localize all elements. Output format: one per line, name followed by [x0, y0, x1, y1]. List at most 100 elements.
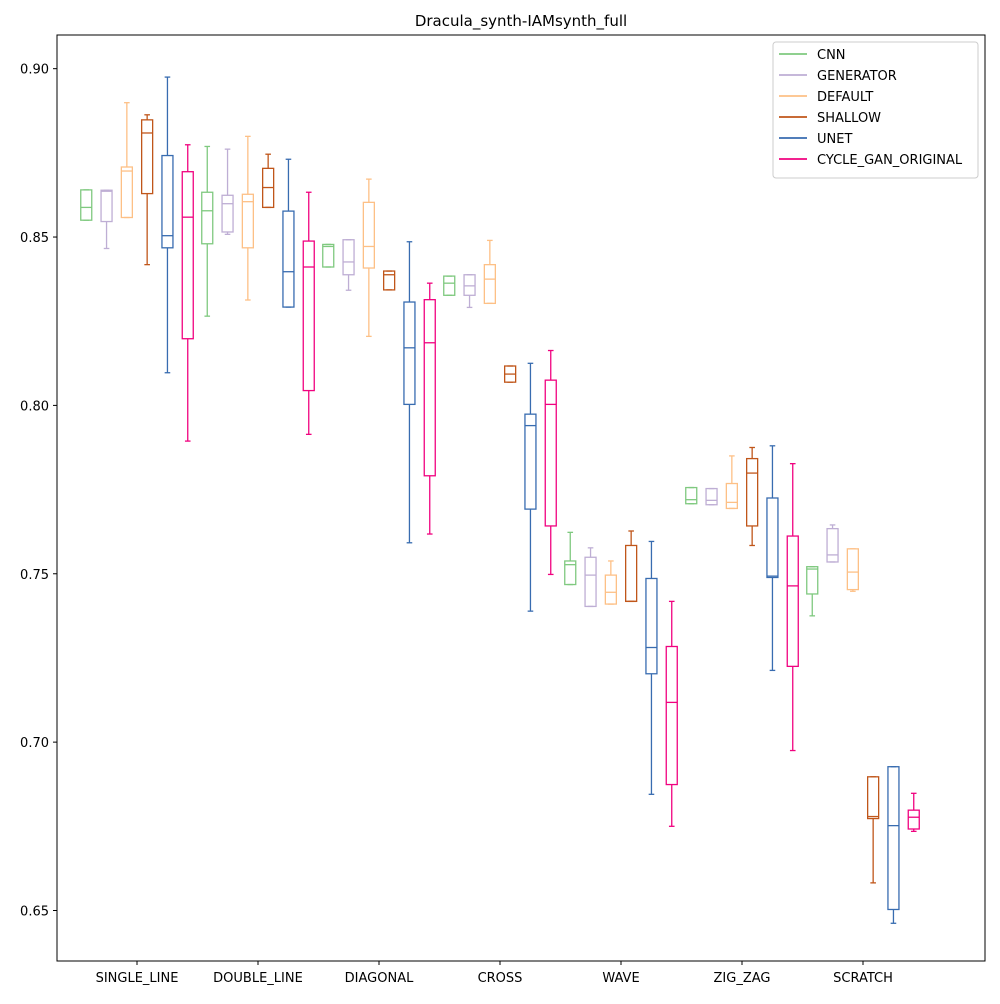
box-iqr: [665, 645, 678, 786]
y-tick-label: 0.90: [20, 63, 49, 78]
box-cycle_gan_original-single_line: [181, 144, 194, 442]
box-cycle_gan_original-double_line: [302, 191, 315, 436]
box-unet-diagonal: [403, 241, 416, 544]
box-iqr: [846, 548, 859, 591]
box-default-single_line: [120, 102, 133, 219]
box-cnn-zig_zag: [685, 486, 698, 505]
box-unet-wave: [645, 540, 658, 795]
x-tick-label: SINGLE_LINE: [96, 971, 179, 986]
box-iqr: [564, 560, 577, 586]
box-iqr: [382, 270, 396, 291]
legend-item-unet: UNET: [779, 132, 852, 147]
box-iqr: [826, 527, 839, 563]
legend-label: DEFAULT: [817, 90, 873, 105]
box-iqr: [322, 243, 335, 268]
box-shallow-scratch: [867, 776, 880, 884]
chart-title: Dracula_synth-IAMsynth_full: [415, 12, 627, 31]
box-unet-double_line: [282, 158, 295, 308]
box-iqr: [241, 193, 255, 249]
box-iqr: [201, 191, 214, 245]
legend: CNN GENERATOR DEFAULT SHALLOW UNET CYCLE_GAN_…: [772, 41, 979, 179]
box-iqr: [282, 210, 295, 308]
box-iqr: [705, 487, 718, 506]
box-iqr: [584, 556, 597, 608]
plot-frame: [56, 34, 986, 962]
legend-frame: [772, 41, 979, 179]
box-iqr: [403, 301, 416, 406]
box-cnn-double_line: [201, 145, 214, 317]
box-shallow-diagonal: [382, 270, 396, 291]
legend-item-default: DEFAULT: [779, 90, 873, 105]
legend-item-cycle_gan_original: CYCLE_GAN_ORIGINAL: [779, 153, 963, 168]
box-iqr: [443, 275, 456, 296]
box-iqr: [221, 194, 234, 233]
box-generator-zig_zag: [705, 487, 718, 506]
box-iqr: [80, 189, 93, 221]
box-iqr: [645, 577, 658, 675]
box-iqr: [806, 566, 819, 595]
box-iqr: [302, 240, 315, 392]
box-shallow-single_line: [140, 114, 154, 266]
box-generator-diagonal: [342, 239, 355, 291]
box-unet-single_line: [161, 76, 174, 374]
box-cnn-single_line: [80, 189, 93, 221]
box-default-zig_zag: [725, 455, 738, 510]
box-iqr: [604, 574, 617, 605]
box-unet-zig_zag: [766, 445, 779, 672]
box-iqr: [544, 379, 557, 527]
box-iqr: [181, 171, 194, 340]
box-iqr: [483, 263, 497, 305]
box-iqr: [100, 189, 113, 223]
box-default-double_line: [241, 135, 255, 301]
box-generator-cross: [463, 274, 476, 309]
legend-label: SHALLOW: [817, 111, 881, 126]
box-cnn-diagonal: [322, 243, 335, 268]
x-tick-label: DIAGONAL: [345, 971, 414, 986]
x-tick-label: DOUBLE_LINE: [213, 971, 303, 986]
box-default-diagonal: [362, 178, 376, 338]
box-iqr: [766, 497, 779, 579]
legend-item-generator: GENERATOR: [779, 69, 897, 84]
box-iqr: [887, 766, 900, 911]
box-default-wave: [604, 560, 617, 605]
box-iqr: [423, 299, 436, 477]
box-iqr: [746, 457, 759, 527]
y-tick-label: 0.65: [20, 904, 49, 919]
box-generator-double_line: [221, 148, 234, 235]
x-tick-label: CROSS: [478, 971, 523, 986]
box-unet-cross: [524, 362, 537, 612]
box-shallow-double_line: [261, 153, 275, 209]
box-shallow-zig_zag: [746, 446, 759, 547]
box-iqr: [786, 535, 799, 668]
box-iqr: [524, 413, 537, 510]
box-iqr: [867, 776, 880, 820]
box-cycle_gan_original-zig_zag: [786, 463, 799, 752]
legend-item-cnn: CNN: [779, 48, 846, 63]
box-shallow-cross: [503, 365, 517, 383]
box-generator-single_line: [100, 189, 113, 250]
box-iqr: [463, 274, 476, 296]
axes-layer: 0.65 0.70 0.75 0.80 0.85 0.90 SINGLE_LINE DOUBL…: [20, 34, 986, 986]
legend-label: CNN: [817, 48, 846, 63]
box-shallow-wave: [625, 530, 638, 603]
box-iqr: [140, 119, 154, 195]
box-iqr: [725, 482, 738, 510]
x-tick-label: SCRATCH: [833, 971, 893, 986]
box-iqr: [685, 486, 698, 505]
box-cnn-scratch: [806, 566, 819, 617]
box-cycle_gan_original-scratch: [907, 792, 920, 833]
legend-label: CYCLE_GAN_ORIGINAL: [817, 153, 963, 168]
box-cnn-cross: [443, 275, 456, 296]
box-cycle_gan_original-cross: [544, 349, 557, 576]
box-generator-wave: [584, 547, 597, 608]
x-tick-label: ZIG_ZAG: [714, 971, 771, 986]
boxes-layer: [80, 76, 920, 924]
legend-label: GENERATOR: [817, 69, 897, 84]
y-tick-label: 0.70: [20, 736, 49, 751]
box-cycle_gan_original-wave: [665, 600, 678, 827]
box-cnn-wave: [564, 531, 577, 586]
box-default-scratch: [846, 548, 859, 592]
box-default-cross: [483, 239, 497, 305]
